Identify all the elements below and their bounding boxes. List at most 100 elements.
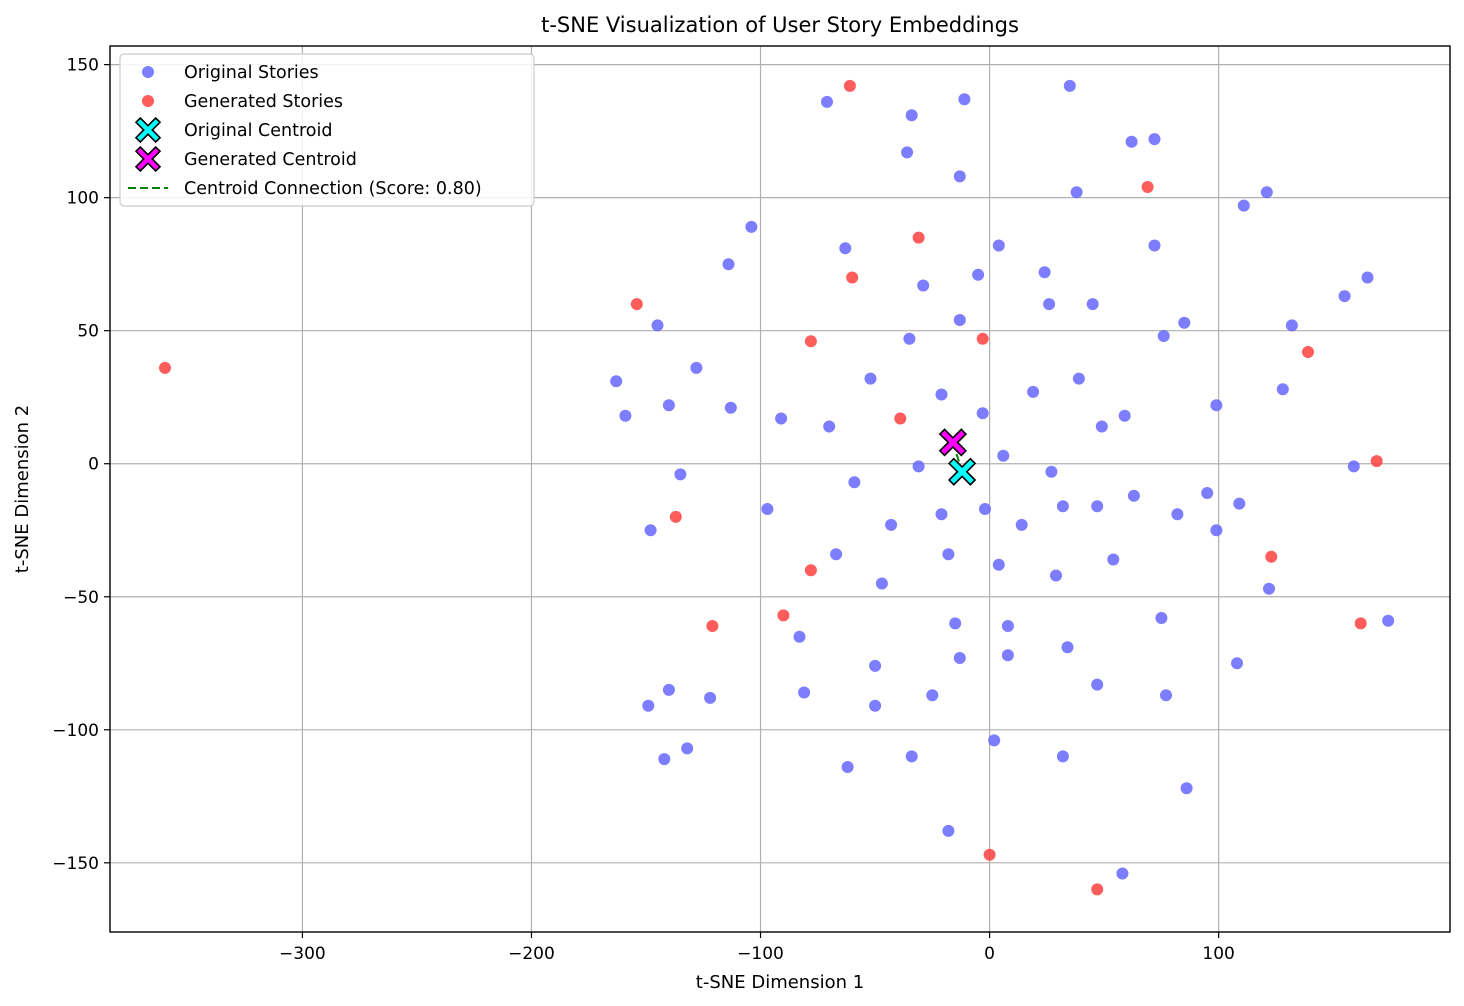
legend: Original Stories Generated Stories Origina… bbox=[119, 53, 535, 207]
original-story-point bbox=[724, 401, 737, 414]
original-story-point bbox=[935, 508, 948, 521]
grid-lines bbox=[110, 46, 1450, 932]
legend-centroid-connection-label: Centroid Connection (Score: 0.80) bbox=[184, 179, 482, 199]
y-axis-label: t-SNE Dimension 2 bbox=[12, 405, 33, 573]
original-story-point bbox=[1231, 657, 1243, 670]
original-story-point bbox=[1038, 266, 1051, 279]
original-story-point bbox=[1160, 689, 1172, 702]
original-story-point bbox=[1050, 569, 1062, 582]
generated-story-point bbox=[1354, 617, 1367, 630]
original-story-point bbox=[997, 449, 1010, 462]
original-story-point bbox=[1171, 508, 1184, 521]
original-story-point bbox=[903, 332, 916, 345]
original-story-point bbox=[958, 93, 971, 106]
y-tick-label: 50 bbox=[77, 322, 99, 342]
legend-box bbox=[119, 53, 535, 207]
original-story-point bbox=[1056, 500, 1069, 513]
original-story-point bbox=[823, 420, 836, 433]
generated-story-point bbox=[1370, 455, 1383, 468]
generated-story-point bbox=[1091, 883, 1104, 896]
original-story-point bbox=[610, 375, 623, 388]
x-axis-label: t-SNE Dimension 1 bbox=[696, 972, 864, 993]
original-story-point bbox=[1091, 678, 1104, 691]
data-points bbox=[159, 79, 1395, 896]
y-axis-ticks: −150 −100 −50 0 50 100 150 bbox=[52, 56, 110, 874]
original-story-point bbox=[1027, 385, 1040, 398]
legend-generated-centroid-label: Generated Centroid bbox=[184, 150, 357, 170]
original-story-point bbox=[658, 753, 671, 766]
y-tick-label: −100 bbox=[52, 721, 99, 741]
original-story-point bbox=[1125, 135, 1138, 148]
original-story-point bbox=[988, 734, 1001, 747]
original-story-point bbox=[1091, 500, 1104, 513]
original-story-point bbox=[905, 750, 918, 763]
x-tick-label: 100 bbox=[1202, 944, 1234, 964]
original-story-point bbox=[942, 824, 955, 837]
x-tick-label: −100 bbox=[737, 944, 784, 964]
y-tick-label: 0 bbox=[88, 455, 99, 475]
original-story-point bbox=[681, 742, 694, 755]
original-story-point bbox=[1148, 239, 1161, 252]
generated-story-point bbox=[804, 564, 817, 577]
generated-story-point bbox=[843, 79, 856, 92]
original-story-point bbox=[651, 319, 664, 332]
original-story-point bbox=[662, 399, 675, 412]
original-story-point bbox=[821, 95, 833, 108]
original-story-point bbox=[1118, 409, 1131, 422]
original-story-point bbox=[992, 558, 1005, 571]
original-story-point bbox=[1233, 497, 1246, 510]
original-story-point bbox=[885, 518, 898, 531]
original-story-point bbox=[976, 407, 989, 420]
original-story-point bbox=[972, 268, 985, 281]
original-story-point bbox=[875, 577, 888, 590]
original-story-point bbox=[979, 503, 991, 515]
generated-story-point bbox=[630, 298, 643, 311]
original-story-point bbox=[1043, 298, 1056, 311]
generated-story-point bbox=[983, 848, 996, 861]
original-story-point bbox=[949, 617, 962, 630]
x-axis-ticks: −300 −200 −100 0 100 bbox=[279, 932, 1235, 964]
original-story-point bbox=[1260, 186, 1273, 199]
original-story-point bbox=[1070, 186, 1083, 199]
original-centroid-marker bbox=[947, 457, 977, 486]
generated-story-point bbox=[804, 335, 817, 348]
generated-story-point bbox=[894, 412, 907, 425]
original-story-point bbox=[1127, 489, 1140, 502]
legend-original-stories-label: Original Stories bbox=[184, 63, 319, 83]
original-story-point bbox=[1063, 79, 1076, 92]
legend-original-stories-swatch bbox=[142, 66, 154, 78]
legend-generated-centroid-swatch bbox=[134, 145, 162, 173]
original-story-point bbox=[1045, 465, 1058, 478]
generated-story-point bbox=[777, 609, 790, 622]
x-tick-label: −200 bbox=[508, 944, 555, 964]
original-story-point bbox=[1061, 641, 1074, 654]
generated-story-point bbox=[706, 620, 719, 632]
original-story-point bbox=[1155, 612, 1168, 624]
generated-story-point bbox=[669, 510, 682, 523]
legend-generated-stories-swatch bbox=[142, 95, 154, 107]
original-story-point bbox=[642, 699, 655, 712]
original-story-point bbox=[1157, 330, 1170, 342]
original-story-point bbox=[1361, 271, 1374, 284]
original-story-point bbox=[1276, 383, 1289, 396]
y-tick-label: 150 bbox=[67, 56, 99, 76]
chart-title: t-SNE Visualization of User Story Embedd… bbox=[541, 13, 1019, 37]
original-story-point bbox=[1015, 518, 1028, 531]
original-story-point bbox=[722, 258, 735, 271]
original-story-point bbox=[830, 548, 843, 561]
original-story-point bbox=[839, 242, 852, 255]
y-tick-label: −150 bbox=[52, 854, 99, 874]
original-story-point bbox=[798, 686, 811, 699]
original-story-point bbox=[953, 652, 966, 664]
original-story-point bbox=[1263, 582, 1275, 595]
y-tick-label: −50 bbox=[63, 588, 99, 608]
original-story-point bbox=[901, 146, 914, 159]
original-story-point bbox=[953, 170, 966, 183]
original-story-point bbox=[1148, 133, 1161, 146]
original-story-point bbox=[1178, 316, 1191, 329]
original-story-point bbox=[1072, 372, 1085, 385]
original-story-point bbox=[1001, 649, 1014, 662]
original-story-point bbox=[619, 409, 632, 422]
original-story-point bbox=[935, 388, 948, 401]
